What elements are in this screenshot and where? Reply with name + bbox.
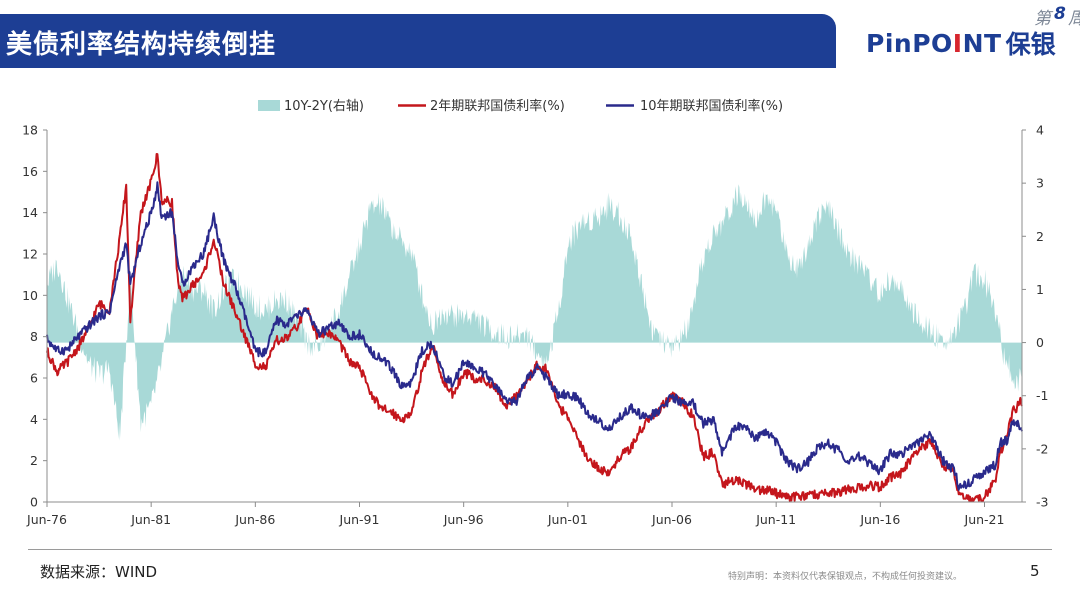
- data-source: 数据来源：WIND: [40, 563, 158, 581]
- right-tick-label: 1: [1036, 282, 1044, 297]
- footer-divider: [28, 549, 1052, 550]
- x-tick-label: Jun-21: [964, 512, 1005, 527]
- x-tick-label: Jun-76: [26, 512, 67, 527]
- legend-label: 10年期联邦国债利率(%): [640, 98, 783, 114]
- yield-curve-chart: 10Y-2Y(右轴) 2年期联邦国债利率(%) 10年期联邦国债利率(%) 0 2 4 6…: [22, 98, 1048, 528]
- title-bar: 美债利率结构持续倒挂: [0, 14, 836, 68]
- yield-lines-layer: [46, 153, 1023, 502]
- logo-wordmark: PinPOINT: [866, 28, 1002, 58]
- chart-legend: 10Y-2Y(右轴) 2年期联邦国债利率(%) 10年期联邦国债利率(%): [258, 98, 783, 114]
- right-tick-label: 4: [1036, 123, 1044, 138]
- spread-area-layer: [47, 184, 1022, 441]
- x-tick-label: Jun-81: [130, 512, 171, 527]
- legend-label: 2年期联邦国债利率(%): [430, 98, 565, 114]
- left-tick-label: 2: [30, 453, 38, 468]
- left-tick-label: 18: [22, 123, 38, 138]
- page-number: 5: [1030, 562, 1040, 580]
- right-tick-label: -3: [1036, 495, 1048, 510]
- x-tick-label: Jun-06: [651, 512, 692, 527]
- logo-chinese-name: 保银: [1005, 30, 1056, 59]
- left-tick-label: 16: [22, 164, 38, 179]
- page-tag-prefix: 第: [1034, 9, 1051, 29]
- x-tick-label: Jun-96: [443, 512, 484, 527]
- x-tick-label: Jun-01: [547, 512, 588, 527]
- x-tick-label: Jun-16: [859, 512, 900, 527]
- x-tick-label: Jun-86: [234, 512, 275, 527]
- left-tick-label: 0: [30, 495, 38, 510]
- yield-10y-line: [46, 181, 1023, 491]
- legend-label: 10Y-2Y(右轴): [284, 99, 364, 114]
- page-tag-number: 8: [1054, 4, 1066, 24]
- left-tick-label: 14: [22, 205, 38, 220]
- right-tick-label: 3: [1036, 176, 1044, 191]
- pinpoint-logo: PinPOINT 保银: [866, 26, 1056, 60]
- legend-swatch-spread: [258, 100, 280, 111]
- page-title: 美债利率结构持续倒挂: [6, 30, 277, 60]
- left-tick-label: 4: [30, 412, 38, 427]
- right-tick-label: -2: [1036, 441, 1048, 456]
- right-tick-label: 2: [1036, 229, 1044, 244]
- page-tag-suffix: 周: [1068, 4, 1080, 29]
- disclaimer-text: 特别声明：本资料仅代表保银观点，不构成任何投资建议。: [728, 572, 963, 582]
- left-tick-label: 6: [30, 371, 38, 386]
- left-tick-label: 8: [30, 329, 38, 344]
- left-tick-label: 12: [22, 247, 38, 262]
- yield-2y-line: [46, 153, 1023, 502]
- x-tick-label: Jun-11: [755, 512, 796, 527]
- video-page-tag: 第 8 周: [1028, 0, 1080, 30]
- x-tick-label: Jun-91: [339, 512, 380, 527]
- right-tick-label: 0: [1036, 335, 1044, 350]
- spread-area: [47, 184, 1022, 441]
- right-tick-label: -1: [1036, 388, 1048, 403]
- left-tick-label: 10: [22, 288, 38, 303]
